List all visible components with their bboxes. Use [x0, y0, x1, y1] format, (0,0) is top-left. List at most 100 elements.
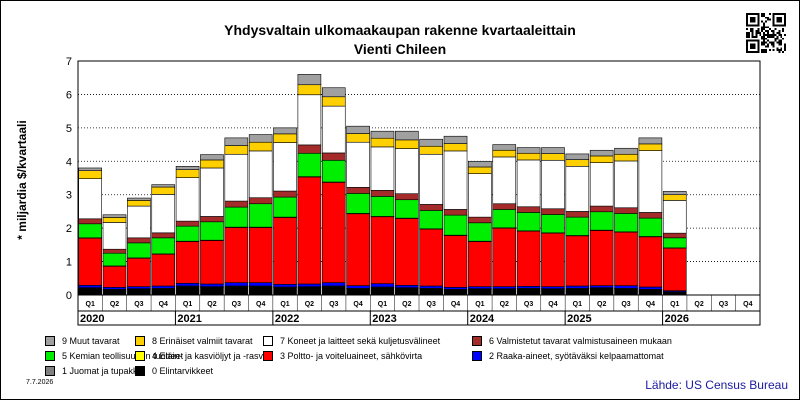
bar-segment: [78, 237, 102, 286]
bar-segment: [346, 133, 370, 143]
bar-segment: [175, 177, 200, 222]
bar-segment: [565, 216, 590, 236]
bar-segment: [370, 216, 395, 284]
bar-segment: [248, 150, 273, 199]
bar-segment: [102, 214, 127, 218]
bar-segment: [516, 159, 541, 208]
bar-segment: [516, 212, 541, 232]
bar-segment: [589, 285, 614, 288]
bar-segment: [127, 257, 151, 287]
bar-segment: [395, 148, 419, 195]
y-tick-label: 7: [66, 56, 72, 68]
bar-segment: [614, 207, 638, 214]
x-tick-quarter: Q1: [183, 301, 192, 308]
bar-segment: [346, 141, 370, 188]
bar-segment: [127, 197, 151, 201]
bar-segment: [248, 134, 273, 143]
bar-segment: [468, 160, 492, 168]
bar-segment: [516, 147, 541, 154]
bar-segment: [224, 286, 249, 296]
bar-segment: [638, 137, 663, 145]
bar-segment: [614, 213, 638, 233]
x-tick-quarter: Q4: [646, 301, 655, 308]
bar-segment: [151, 232, 176, 239]
bar-segment: [565, 211, 590, 218]
bar-segment: [297, 176, 322, 285]
bar-segment: [370, 130, 395, 139]
bar-segment: [443, 150, 468, 210]
bar-segment: [492, 289, 517, 296]
legend-item: 3 Poltto- ja voiteluaineet, sähkövirta: [263, 351, 422, 361]
bar-segment: [78, 178, 102, 220]
x-tick-year: 2023: [372, 313, 396, 325]
legend-label: 5 Kemian teollisuuden tuotteet: [62, 351, 184, 361]
legend-swatch: [472, 336, 482, 346]
bar-segment: [127, 200, 151, 207]
bar-segment: [321, 87, 346, 98]
bar-segment: [175, 225, 200, 242]
bar-segment: [127, 237, 151, 244]
bar-segment: [346, 193, 370, 214]
bar-segment: [516, 230, 541, 287]
bar-segment: [346, 125, 370, 134]
x-tick-quarter: Q4: [451, 301, 460, 308]
bar-segment: [321, 105, 346, 154]
bar-segment: [638, 289, 663, 296]
y-tick-label: 3: [66, 190, 72, 202]
legend-item: 0 Elintarvikkeet: [135, 366, 213, 376]
bar-segment: [419, 285, 443, 289]
bar-segment: [468, 173, 492, 218]
bar-segment: [395, 288, 419, 296]
bar-segment: [321, 159, 346, 183]
bar-segment: [78, 288, 102, 296]
legend-item: 4 Eläin- ja kasviöljyt ja -rasvat: [135, 351, 271, 361]
bar-segment: [419, 288, 443, 296]
bar-segment: [541, 289, 565, 296]
bar-segment: [200, 154, 224, 161]
bar-segment: [468, 286, 492, 289]
bar-segment: [468, 166, 492, 174]
bar-segment: [589, 162, 614, 207]
bar-segment: [200, 216, 224, 223]
bar-segment: [565, 153, 590, 160]
bar-segment: [321, 282, 346, 287]
y-tick-label: 6: [66, 89, 72, 101]
bar-segment: [541, 232, 565, 287]
legend-item: 2 Raaka-aineet, syötäväksi kelpaamattoma…: [472, 351, 664, 361]
bar-segment: [638, 143, 663, 151]
bar-segment: [395, 193, 419, 201]
bar-segment: [200, 283, 224, 287]
x-tick-quarter: Q2: [694, 301, 703, 308]
x-tick-quarter: Q2: [402, 301, 411, 308]
bar-segment: [224, 282, 249, 287]
legend-item: 8 Erinäiset valmiit tavarat: [135, 336, 253, 346]
chart-subtitle: Vienti Chileen: [353, 41, 447, 57]
bar-segment: [395, 130, 419, 141]
bar-segment: [200, 167, 224, 217]
x-tick-quarter: Q4: [548, 301, 557, 308]
bar-segment: [78, 167, 102, 171]
x-tick-year: 2022: [275, 313, 299, 325]
x-tick-quarter: Q2: [207, 301, 216, 308]
x-tick-quarter: Q3: [621, 301, 630, 308]
bar-segment: [565, 288, 590, 296]
bar-segment: [395, 218, 419, 286]
bar-segment: [151, 186, 176, 195]
bar-segment: [541, 286, 565, 289]
legend-swatch: [135, 351, 145, 361]
legend-swatch: [45, 366, 55, 376]
y-tick-label: 5: [66, 123, 72, 135]
legend-label: 7 Koneet ja laitteet sekä kuljetusväline…: [280, 336, 441, 346]
bar-segment: [443, 289, 468, 296]
bar-segment: [541, 147, 565, 154]
legend-label: 0 Elintarvikkeet: [152, 366, 214, 376]
x-tick-quarter: Q1: [670, 301, 679, 308]
bar-segment: [175, 286, 200, 296]
bar-segment: [614, 147, 638, 155]
bar-segment: [78, 170, 102, 179]
bar-segment: [443, 143, 468, 152]
bar-segment: [321, 182, 346, 283]
bar-segment: [565, 235, 590, 287]
bar-segment: [248, 227, 273, 283]
bar-segment: [151, 184, 176, 188]
